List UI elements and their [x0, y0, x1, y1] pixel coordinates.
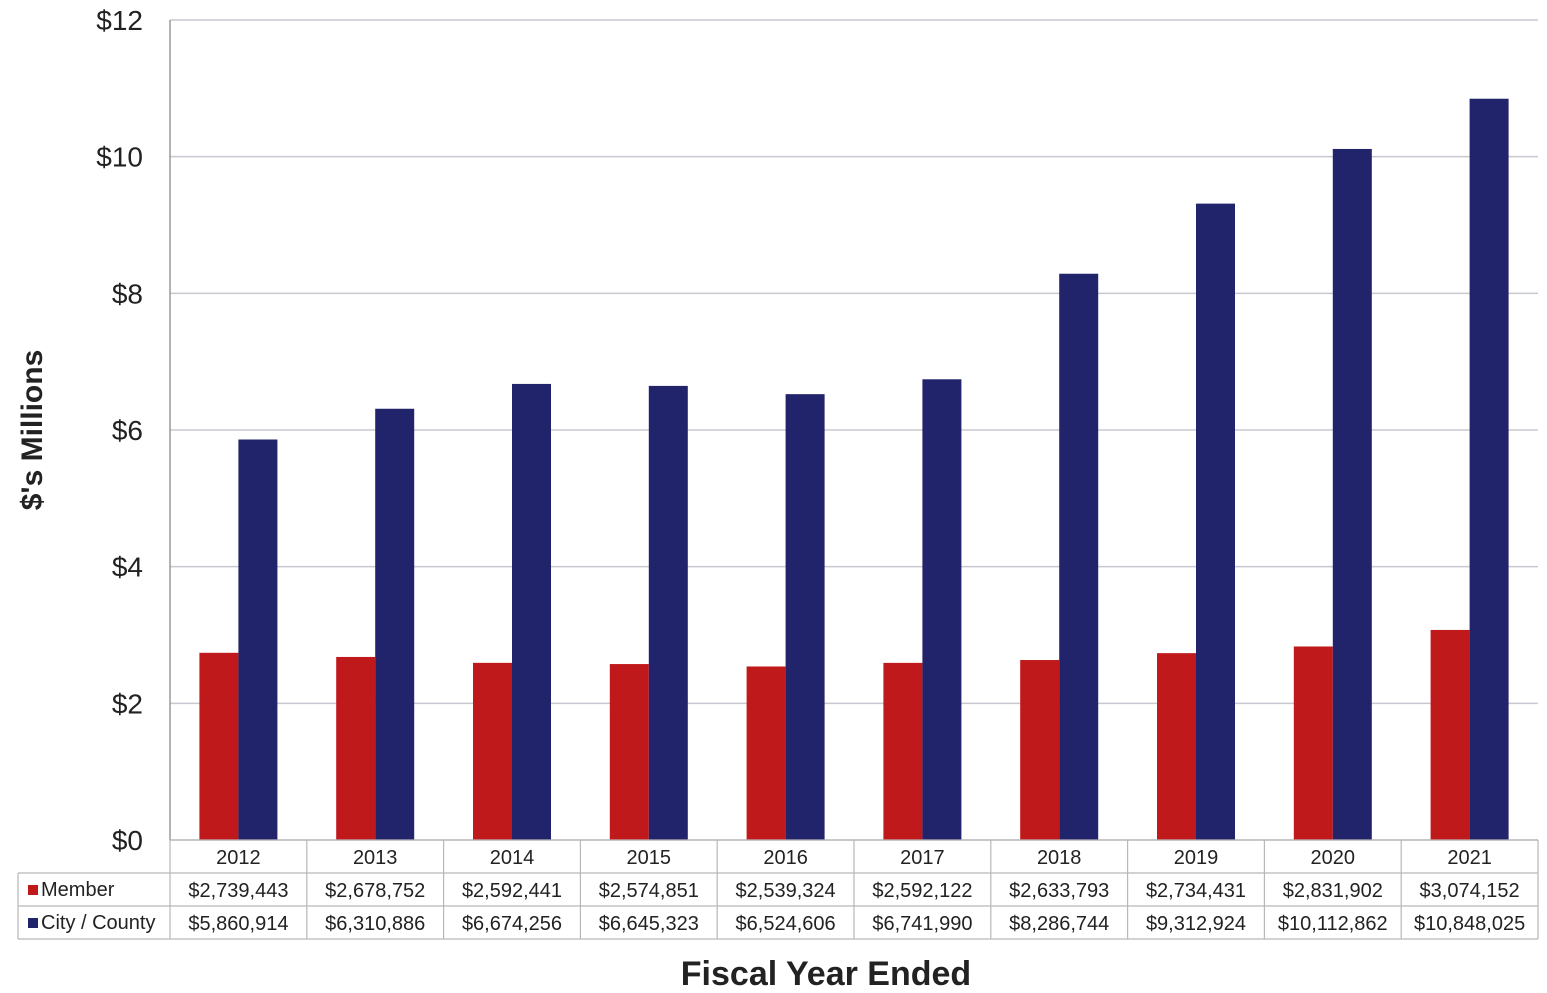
data-label: $10,112,862 — [1278, 913, 1388, 935]
y-tick-label: $4 — [112, 552, 143, 583]
bar-city-county-2012 — [238, 439, 278, 840]
y-tick-label: $0 — [112, 825, 143, 856]
bar-member-2020 — [1293, 646, 1333, 840]
y-tick-label: $8 — [112, 278, 143, 309]
x-tick-label: 2015 — [627, 847, 672, 869]
bars — [199, 98, 1509, 841]
bar-city-county-2021 — [1469, 98, 1509, 841]
x-tick-label: 2021 — [1447, 847, 1492, 869]
data-table: 2012 2013 2014 2015 2016 2017 2018 2019 2020 2021… — [17, 839, 1539, 940]
axes: $0 $2 $4 $6 $8 $10 $12 — [96, 5, 171, 856]
bar-city-county-2018 — [1059, 273, 1099, 841]
legend-swatch — [28, 885, 38, 895]
data-label: $2,678,752 — [325, 880, 425, 902]
y-tick-label: $2 — [112, 688, 143, 719]
x-tick-label: 2019 — [1174, 847, 1219, 869]
bar-city-county-2019 — [1196, 203, 1235, 840]
x-tick-label: 2012 — [216, 847, 261, 869]
data-label: $6,524,606 — [736, 913, 836, 935]
y-tick-label: $6 — [112, 415, 143, 446]
data-label: $6,310,886 — [325, 913, 425, 935]
data-label: $10,848,025 — [1414, 913, 1525, 935]
data-label: $3,074,152 — [1420, 880, 1520, 902]
data-label: $6,645,323 — [599, 913, 699, 935]
bar-city-county-2020 — [1332, 148, 1372, 840]
data-label: $2,592,441 — [462, 880, 562, 902]
x-tick-label: 2013 — [353, 847, 398, 869]
data-label: $5,860,914 — [188, 913, 288, 935]
bar-city-county-2016 — [785, 394, 825, 840]
bar-member-2019 — [1157, 653, 1196, 840]
data-label: $2,574,851 — [599, 880, 699, 902]
bar-member-2016 — [746, 666, 786, 840]
bar-member-2015 — [609, 664, 649, 840]
x-tick-label: 2016 — [763, 847, 808, 869]
data-label: $2,633,793 — [1009, 880, 1109, 902]
bar-city-county-2017 — [922, 379, 962, 840]
data-label: $2,831,902 — [1283, 880, 1383, 902]
bar-member-2014 — [473, 662, 512, 840]
data-label: $2,734,431 — [1146, 880, 1246, 902]
legend-label: Member — [41, 879, 115, 901]
bar-member-2018 — [1020, 660, 1060, 840]
data-label: $8,286,744 — [1009, 913, 1109, 935]
x-tick-label: 2014 — [490, 847, 535, 869]
data-label: $6,674,256 — [462, 913, 562, 935]
legend-swatch — [28, 918, 38, 928]
x-tick-label: 2017 — [900, 847, 945, 869]
data-label: $6,741,990 — [872, 913, 972, 935]
y-tick-label: $10 — [96, 142, 143, 173]
legend-label: City / County — [41, 912, 155, 934]
bar-member-2012 — [199, 652, 239, 840]
data-label: $2,739,443 — [188, 880, 288, 902]
bar-city-county-2015 — [648, 385, 688, 840]
y-tick-label: $12 — [96, 5, 143, 36]
bar-member-2013 — [336, 656, 376, 840]
x-tick-label: 2020 — [1311, 847, 1356, 869]
data-label: $9,312,924 — [1146, 913, 1246, 935]
bar-city-county-2013 — [375, 408, 415, 840]
bar-city-county-2014 — [512, 383, 551, 840]
x-tick-label: 2018 — [1037, 847, 1082, 869]
data-label: $2,592,122 — [872, 880, 972, 902]
y-axis-title: $'s Millions — [16, 350, 49, 511]
bar-member-2017 — [883, 662, 923, 840]
data-label: $2,539,324 — [736, 880, 836, 902]
bar-member-2021 — [1430, 629, 1470, 840]
x-axis-title: Fiscal Year Ended — [681, 955, 971, 993]
